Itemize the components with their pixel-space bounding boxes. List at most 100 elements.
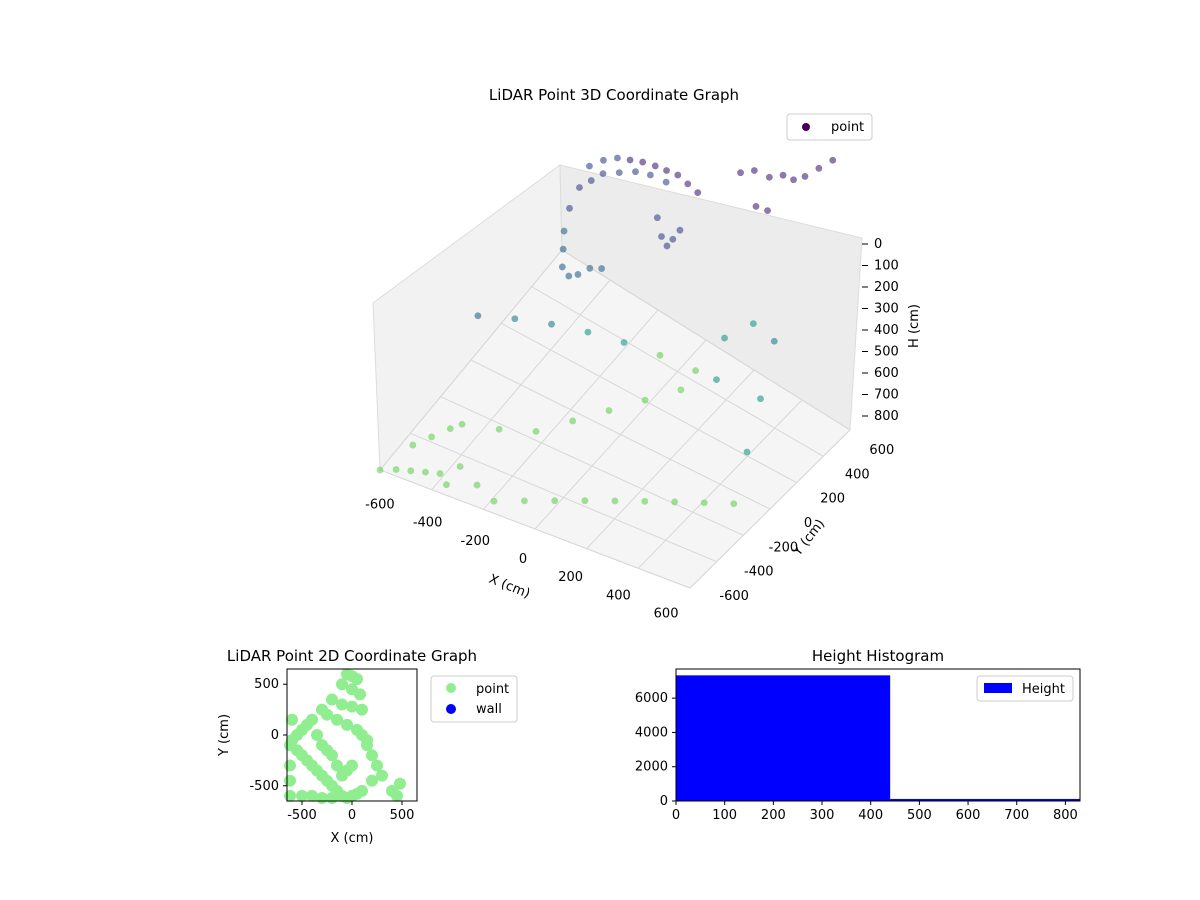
z-tick-3d: 700 — [874, 388, 899, 403]
point-2d — [336, 698, 348, 711]
legend-3d: point — [786, 113, 873, 141]
point-3d — [587, 177, 595, 184]
histogram-ticks: 0 100 200 300 400 500 600 700 800 0 2000 4000 6000 — [635, 691, 1078, 823]
legend-2d: point wall — [430, 675, 518, 723]
x-tick-hist: 200 — [761, 808, 786, 823]
point-3d — [574, 271, 582, 278]
point-3d — [801, 173, 809, 180]
point-3d — [558, 263, 566, 271]
legend-hist-frame — [976, 675, 1074, 702]
legend-2d-point-marker — [446, 683, 456, 693]
point-2d — [341, 718, 353, 731]
point-3d — [669, 235, 677, 243]
z-tick-3d: 200 — [874, 280, 899, 295]
point-3d — [765, 173, 773, 181]
point-2d — [366, 774, 378, 787]
point-3d — [632, 168, 639, 176]
point-3d — [599, 170, 607, 178]
point-3d — [757, 395, 764, 403]
point-3d — [677, 386, 685, 394]
x-tick-3d: 400 — [606, 588, 631, 603]
point-3d — [428, 433, 435, 441]
x-axis-3d-ticks: -600 -400 -200 0 200 400 600 — [365, 498, 678, 622]
point-3d — [422, 468, 429, 476]
point-3d — [656, 351, 664, 359]
point-3d — [559, 245, 567, 253]
grid-3d — [379, 249, 851, 589]
point-3d — [565, 272, 573, 280]
point-3d — [750, 167, 758, 174]
z-tick-3d: 100 — [874, 259, 899, 274]
point-2d — [286, 713, 298, 726]
point-3d — [764, 207, 771, 214]
x-tick-3d: -400 — [413, 516, 443, 531]
y-tick-2d: 0 — [271, 728, 279, 743]
point-2d — [371, 759, 383, 772]
point-3d — [443, 481, 450, 489]
point-3d — [615, 169, 623, 177]
y-tick-3d: -600 — [719, 589, 749, 604]
z-axis-3d-label: H (cm) — [907, 304, 922, 348]
x-tick-hist: 0 — [672, 808, 680, 823]
x-tick-hist: 100 — [712, 808, 737, 823]
chart-2d: LiDAR Point 2D Coordinate Graph -500 0 500… — [217, 647, 518, 846]
y-tick-3d: 400 — [845, 467, 870, 482]
legend-3d-label: point — [831, 120, 864, 135]
z-tick-3d: 300 — [874, 302, 899, 317]
z-tick-3d: 600 — [874, 366, 899, 381]
histogram-bar — [676, 675, 891, 801]
x-tick-hist: 400 — [858, 808, 883, 823]
point-3d — [584, 328, 592, 336]
legend-2d-wall-marker — [446, 704, 456, 714]
point-2d — [394, 777, 406, 790]
point-2d — [391, 789, 403, 802]
point-3d — [532, 427, 540, 435]
points-3d — [376, 154, 837, 508]
point-3d — [521, 497, 528, 505]
point-3d — [409, 441, 417, 449]
point-2d — [366, 749, 378, 762]
point-3d — [646, 171, 654, 179]
point-3d — [392, 466, 400, 473]
point-3d — [614, 154, 621, 162]
point-3d — [495, 425, 503, 433]
x-tick-hist: 300 — [810, 808, 835, 823]
legend-3d-frame — [786, 113, 873, 141]
legend-hist-swatch — [984, 683, 1012, 693]
x-tick-2d: 500 — [390, 808, 415, 823]
point-3d — [511, 315, 519, 323]
y-tick-3d: 200 — [820, 492, 845, 507]
point-3d — [569, 417, 577, 425]
x-tick-3d: -600 — [365, 498, 395, 513]
point-3d — [611, 497, 619, 505]
point-3d — [779, 171, 787, 179]
point-3d — [605, 407, 613, 414]
point-2d — [326, 749, 338, 762]
legend-hist: Height — [976, 675, 1074, 702]
point-2d — [346, 759, 358, 772]
point-3d — [694, 189, 702, 197]
point-3d — [600, 156, 607, 164]
point-3d — [641, 497, 649, 505]
y-tick-hist: 0 — [660, 794, 668, 809]
x-tick-hist: 600 — [956, 808, 981, 823]
legend-hist-label: Height — [1022, 682, 1065, 697]
chart-2d-title: LiDAR Point 2D Coordinate Graph — [227, 647, 477, 665]
chart-3d: LiDAR Point 3D Coordinate Graph -600 -400… — [365, 86, 922, 621]
y-tick-hist: 2000 — [635, 760, 668, 775]
point-3d — [566, 204, 573, 212]
point-3d — [626, 156, 634, 164]
point-3d — [743, 448, 751, 456]
point-2d — [331, 759, 343, 772]
point-3d — [473, 481, 481, 489]
x-tick-hist: 700 — [1004, 808, 1029, 823]
y-tick-3d: 600 — [869, 443, 894, 458]
point-3d — [653, 214, 661, 222]
point-3d — [641, 396, 649, 404]
point-2d — [321, 708, 333, 721]
point-3d — [620, 339, 628, 346]
point-2d — [284, 759, 296, 772]
histogram-title: Height Histogram — [812, 647, 944, 665]
